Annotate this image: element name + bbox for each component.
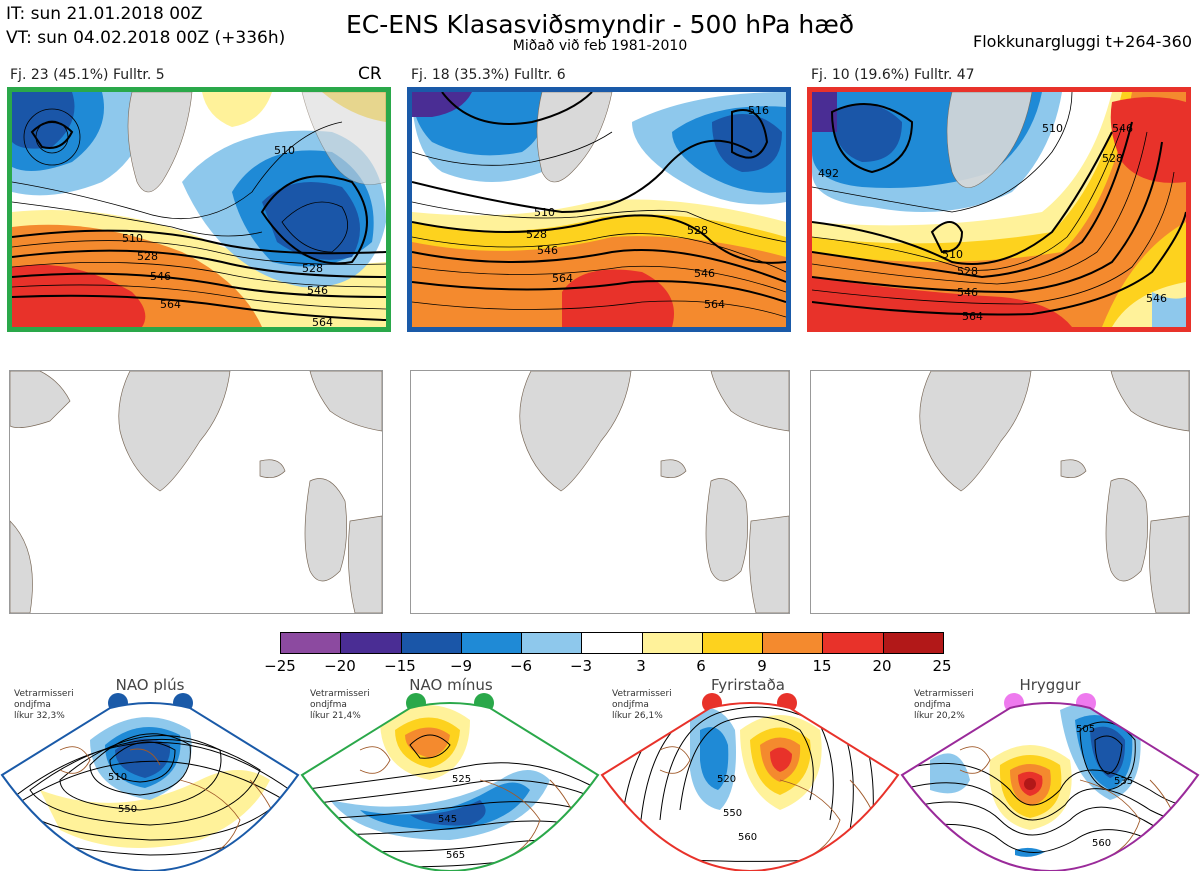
contour-label: 516 <box>748 104 769 117</box>
colorbar-swatch <box>883 633 943 653</box>
cluster-map-3: 492 510 528 546 564 510 528 546 546 <box>807 87 1191 332</box>
colorbar-tick: 3 <box>636 657 646 675</box>
colorbar-tick: −3 <box>569 657 593 675</box>
base-map-3 <box>810 370 1190 614</box>
contour-label: 560 <box>1092 838 1111 849</box>
contour-label: 546 <box>150 270 171 283</box>
contour-label: 550 <box>723 808 742 819</box>
regime-2-title: NAO mínus <box>409 676 493 694</box>
regime-4-title: Hryggur <box>1019 676 1081 694</box>
contour-label: 546 <box>1112 122 1133 135</box>
contour-label: 528 <box>957 265 978 278</box>
page-title: EC-ENS Klasasviðsmyndir - 500 hPa hæð <box>345 10 855 39</box>
contour-label: 546 <box>537 244 558 257</box>
colorbar-tick: 9 <box>757 657 767 675</box>
colorbar-tick: −25 <box>264 657 296 675</box>
contour-label: 520 <box>717 774 736 785</box>
contour-label: 546 <box>307 284 328 297</box>
contour-label: 528 <box>137 250 158 263</box>
init-time: IT: sun 21.01.2018 00Z <box>6 4 203 24</box>
panel-1-regime-tag: CR <box>358 64 382 84</box>
colorbar-swatch <box>281 633 342 653</box>
contour-label: 535 <box>1114 776 1133 787</box>
colorbar-tick: −6 <box>509 657 533 675</box>
colorbar-swatch <box>642 633 703 653</box>
classification-window: Flokkunargluggi t+264-360 <box>973 32 1192 51</box>
contour-label: 550 <box>118 804 137 815</box>
colorbar-swatch <box>461 633 523 653</box>
regime-4-probability: Vetrarmisseri ondjfma líkur 20,2% <box>914 689 974 721</box>
cluster-map-1: 510 528 546 564 528 546 564 510 <box>7 87 391 332</box>
contour-label: 525 <box>452 774 471 785</box>
contour-label: 510 <box>274 144 295 157</box>
colorbar-swatch <box>522 633 583 653</box>
contour-label: 528 <box>526 228 547 241</box>
valid-time: VT: sun 04.02.2018 00Z (+336h) <box>6 28 286 48</box>
contour-label: 565 <box>446 850 465 861</box>
contour-label: 546 <box>957 286 978 299</box>
colorbar-tick: −9 <box>449 657 473 675</box>
colorbar-swatch <box>401 633 462 653</box>
colorbar-swatch <box>702 633 764 653</box>
colorbar <box>280 632 944 654</box>
regime-1-probability: Vetrarmisseri ondjfma líkur 32,3% <box>14 689 74 721</box>
colorbar-tick: −20 <box>324 657 356 675</box>
colorbar-swatch <box>341 633 402 653</box>
regime-1-title: NAO plús <box>115 676 185 694</box>
contour-label: 546 <box>1146 292 1167 305</box>
base-map-2 <box>410 370 790 614</box>
regime-map-ridge: 505 535 560 <box>900 702 1200 871</box>
contour-label: 564 <box>704 298 725 311</box>
contour-label: 510 <box>534 206 555 219</box>
contour-label: 546 <box>694 267 715 280</box>
colorbar-tick: −15 <box>384 657 416 675</box>
contour-label: 564 <box>552 272 573 285</box>
contour-label: 528 <box>687 224 708 237</box>
contour-label: 492 <box>818 167 839 180</box>
contour-label: 564 <box>312 316 333 327</box>
colorbar-tick: 20 <box>872 657 892 675</box>
contour-label: 510 <box>1042 122 1063 135</box>
colorbar-tick: 6 <box>696 657 706 675</box>
contour-label: 510 <box>942 248 963 261</box>
colorbar-swatch <box>823 633 884 653</box>
panel-3-label: Fj. 10 (19.6%) Fulltr. 47 <box>811 67 975 83</box>
regime-map-blocking: 520 550 560 <box>600 702 900 871</box>
panel-1-label: Fj. 23 (45.1%) Fulltr. 5 <box>10 67 165 83</box>
panel-2-label: Fj. 18 (35.3%) Fulltr. 6 <box>411 67 566 83</box>
contour-label: 545 <box>438 814 457 825</box>
contour-label: 564 <box>160 298 181 311</box>
regime-3-title: Fyrirstaða <box>711 676 785 694</box>
contour-label: 564 <box>962 310 983 323</box>
colorbar-tick: 15 <box>812 657 832 675</box>
regime-map-nao-minus: 525 545 565 <box>300 702 600 871</box>
colorbar-swatch <box>763 633 824 653</box>
colorbar-swatch <box>582 633 643 653</box>
base-map-1 <box>9 370 383 614</box>
contour-label: 528 <box>1102 152 1123 165</box>
regime-2-probability: Vetrarmisseri ondjfma líkur 21,4% <box>310 689 370 721</box>
contour-label: 510 <box>122 232 143 245</box>
colorbar-tick: 25 <box>932 657 952 675</box>
cluster-map-2: 510 528 546 564 528 546 564 516 <box>407 87 791 332</box>
contour-label: 528 <box>302 262 323 275</box>
regime-3-probability: Vetrarmisseri ondjfma líkur 26,1% <box>612 689 672 721</box>
contour-label: 505 <box>1076 724 1095 735</box>
page-subtitle: Miðað við feb 1981-2010 <box>512 38 688 54</box>
contour-label: 510 <box>108 772 127 783</box>
contour-label: 560 <box>738 832 757 843</box>
regime-map-nao-plus: 510 550 <box>0 702 300 871</box>
